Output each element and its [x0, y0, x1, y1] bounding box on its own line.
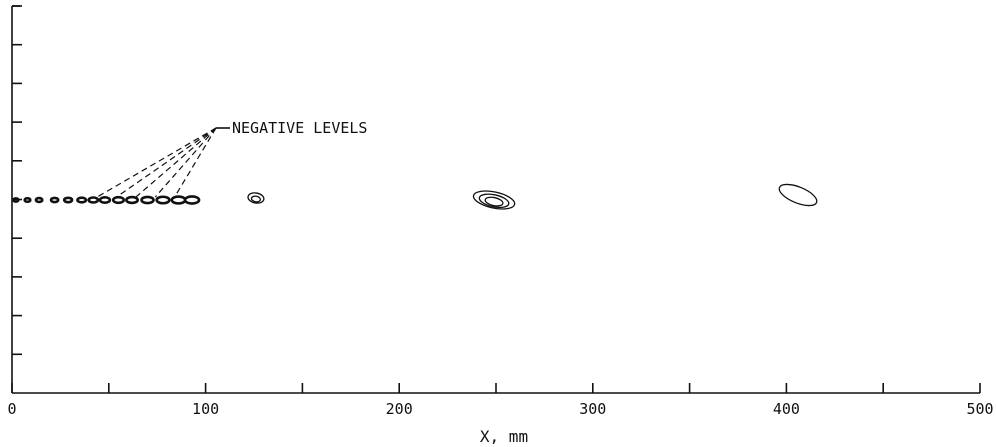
- negative-level-contour: [170, 195, 187, 205]
- negative-level-contour: [62, 196, 74, 204]
- positive-contour-level: [478, 193, 510, 209]
- negative-level-contour: [111, 195, 126, 205]
- annotation-leader: [174, 127, 217, 198]
- negative-level-contour: [49, 196, 60, 204]
- positive-contour-level: [778, 183, 818, 207]
- negative-level-contour: [155, 195, 171, 205]
- x-tick-label: 0: [7, 400, 16, 418]
- negative-level-contour: [34, 196, 44, 204]
- annotation-leader: [96, 127, 217, 198]
- x-axis-label: X, mm: [480, 427, 528, 446]
- negative-level-contour: [23, 196, 32, 204]
- positive-contour-level: [484, 196, 504, 207]
- negative-level-contour: [76, 196, 88, 204]
- annotation-leader: [116, 127, 217, 198]
- x-tick-label: 100: [192, 400, 219, 418]
- negative-level-contour: [125, 195, 139, 205]
- x-tick-label: 400: [773, 400, 800, 418]
- x-tick-label: 500: [966, 400, 993, 418]
- annotation-text: NEGATIVE LEVELS: [232, 119, 367, 137]
- annotation: NEGATIVE LEVELS: [96, 119, 367, 198]
- negative-level-contour: [140, 195, 155, 205]
- negative-level-contour: [183, 195, 201, 205]
- positive-contour-level: [247, 192, 265, 204]
- positive-contour-level: [472, 190, 516, 210]
- annotation-leader: [135, 127, 217, 198]
- x-tick-label: 300: [579, 400, 606, 418]
- annotation-leader: [154, 127, 217, 198]
- x-tick-label: 200: [386, 400, 413, 418]
- positive-contour-level: [250, 195, 262, 203]
- axes: 0 100 200 300 400 500: [7, 5, 994, 418]
- negative-level-contour: [98, 196, 112, 204]
- contours: [12, 183, 818, 210]
- negative-level-contour: [87, 196, 100, 204]
- negative-level-contour: [12, 197, 20, 203]
